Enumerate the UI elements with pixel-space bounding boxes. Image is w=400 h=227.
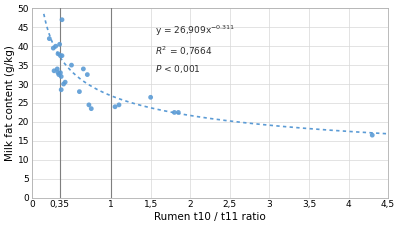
Point — [112, 105, 118, 109]
Point — [59, 18, 65, 22]
X-axis label: Rumen t10 / t11 ratio: Rumen t10 / t11 ratio — [154, 212, 266, 222]
Point — [55, 52, 61, 56]
Point — [80, 67, 86, 71]
Point — [68, 63, 75, 67]
Point — [116, 103, 122, 107]
Point — [76, 90, 83, 94]
Point — [88, 107, 94, 111]
Point — [52, 44, 59, 48]
Y-axis label: Milk fat content (g/kg): Milk fat content (g/kg) — [5, 45, 15, 161]
Point — [46, 37, 52, 40]
Point — [57, 54, 64, 57]
Point — [55, 71, 61, 74]
Point — [58, 75, 64, 78]
Point — [51, 69, 57, 73]
Point — [56, 42, 63, 46]
Point — [58, 88, 64, 91]
Point — [56, 73, 62, 76]
Point — [175, 111, 182, 114]
Point — [86, 103, 92, 107]
Point — [57, 71, 64, 74]
Point — [60, 82, 67, 86]
Point — [84, 73, 90, 76]
Point — [171, 111, 178, 114]
Point — [148, 96, 154, 99]
Point — [369, 133, 376, 137]
Point — [54, 67, 60, 71]
Point — [50, 46, 56, 50]
Text: y = 26,909x$^{-0.311}$
$R^2$ = 0,7664
$P$ < 0,001: y = 26,909x$^{-0.311}$ $R^2$ = 0,7664 $P… — [154, 24, 235, 75]
Point — [62, 80, 68, 84]
Point — [59, 54, 65, 57]
